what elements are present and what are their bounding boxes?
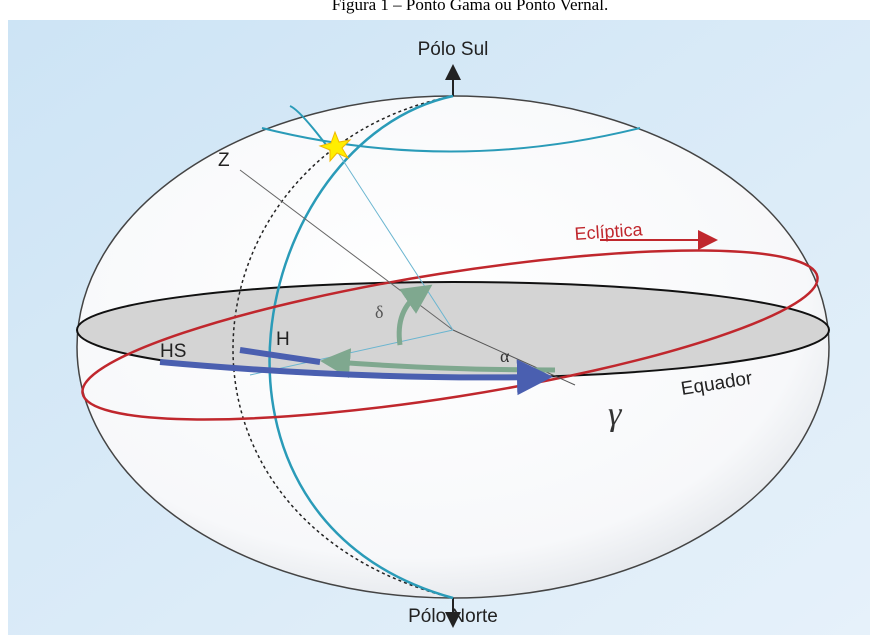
figure: Figura 1 – Ponto Gama ou Ponto Vernal. P…	[0, 0, 877, 635]
gamma-label: γ	[608, 396, 623, 433]
page: Figura 1 – Ponto Gama ou Ponto Vernal. P…	[0, 0, 877, 635]
hs-label: HS	[160, 341, 186, 362]
north-pole-label: Pólo Norte	[408, 606, 498, 627]
delta-label: δ	[375, 302, 383, 322]
alpha-label: α	[500, 346, 510, 366]
south-pole-label: Pólo Sul	[418, 39, 489, 60]
caption: Figura 1 – Ponto Gama ou Ponto Vernal.	[332, 0, 608, 14]
h-label: H	[276, 329, 290, 350]
zenith-label: Z	[218, 150, 230, 171]
